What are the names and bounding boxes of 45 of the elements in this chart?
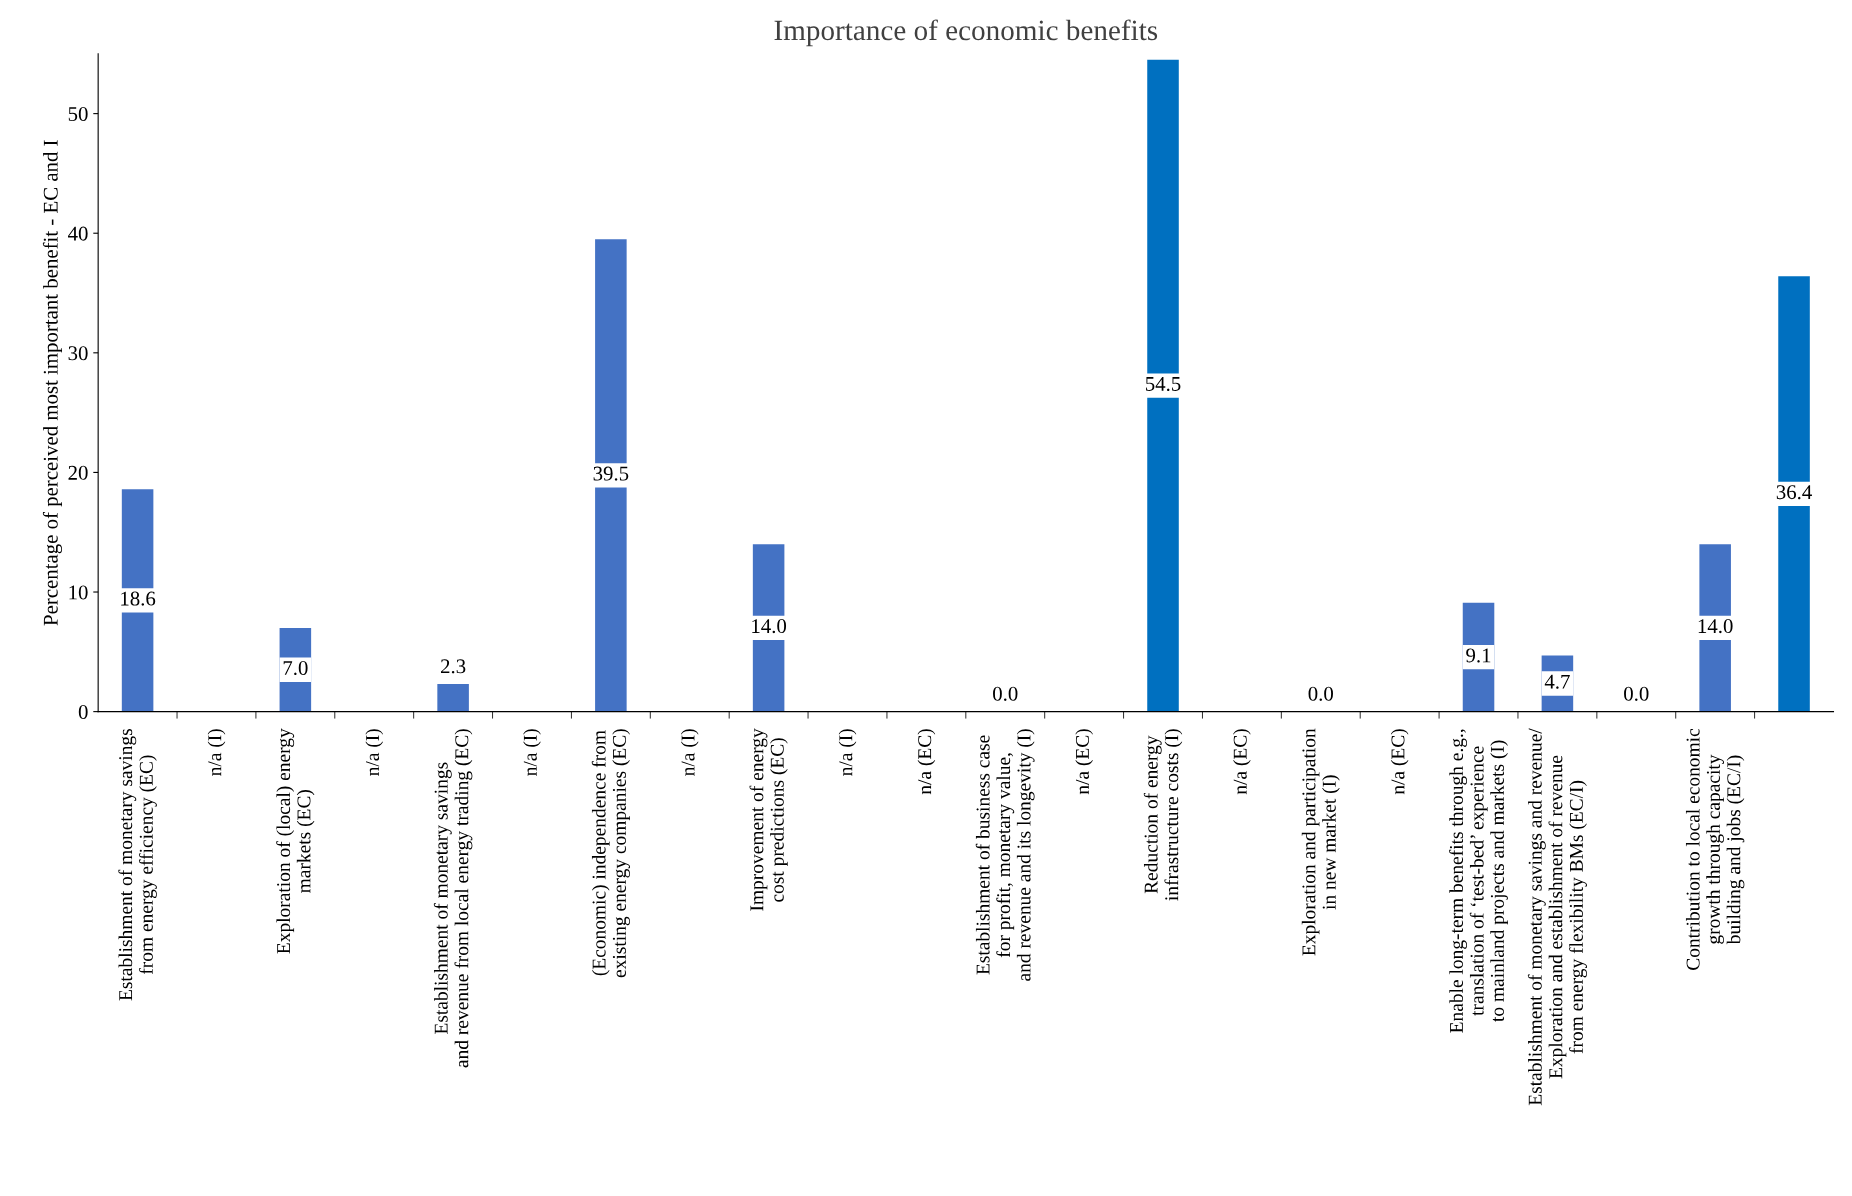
data-label: 7.0 (283, 660, 308, 676)
bar (437, 684, 469, 712)
x-tick-label: n/a (I) (838, 729, 857, 776)
data-label: 9.1 (1466, 648, 1491, 663)
y-tick-label: 50 (68, 106, 88, 122)
x-tick-label: Exploration and participation in new market (I) (1301, 728, 1340, 956)
x-tick-label: n/a (I) (365, 729, 384, 776)
x-tick-label: Reduction of energy infrastructure costs (I) (1143, 729, 1183, 901)
y-tick-label: 20 (68, 465, 88, 480)
chart-title: Importance of economic benefits (774, 19, 1158, 47)
y-axis-title: Percentage of perceived most important benefit - EC and I (42, 140, 63, 626)
data-label: 0.0 (1308, 686, 1333, 701)
y-tick-label: 40 (68, 226, 88, 241)
data-label: 14.0 (752, 619, 787, 634)
x-tick-label: n/a (EC) (1390, 729, 1409, 795)
data-label: 14.0 (1698, 619, 1733, 634)
bar (595, 239, 627, 712)
y-tick-label: 30 (68, 346, 88, 361)
x-tick-label: Establishment of monetary savings from energy efficiency (EC) (118, 728, 157, 1001)
y-tick-label: 10 (69, 585, 88, 600)
x-tick-label: (Economic) independence from existing energy companies (EC) (591, 729, 630, 978)
x-tick-label: n/a (EC) (917, 729, 936, 795)
data-label: 0.0 (1624, 686, 1649, 701)
y-tick-label: 0 (78, 704, 88, 720)
bar (1778, 276, 1810, 712)
data-label: 4.7 (1544, 674, 1570, 689)
x-tick-label: n/a (I) (523, 729, 541, 776)
x-tick-label: Establishment of business case for profit, monetary value, and revenue and its longevity (I) (975, 729, 1035, 981)
data-label: 36.4 (1776, 485, 1812, 500)
x-tick-label: Contribution to local economic growth through capacity building and jobs (EC/I) (1685, 728, 1745, 970)
x-tick-label: Exploration of (local) energy markets (EC) (276, 728, 315, 954)
bar (1147, 59, 1179, 712)
data-label: 18.6 (121, 591, 156, 606)
x-tick-label: Establishment of monetary savings and revenue from local energy trading (EC) (433, 729, 473, 1068)
x-tick-label: n/a (EC) (1075, 729, 1093, 795)
x-tick-label: n/a (I) (680, 729, 699, 776)
x-tick-label: Enable long-term benefits through e.g., translation of ‘test-bed’ experience to mainland projects and markets (I) (1449, 729, 1508, 1033)
data-label: 39.5 (593, 466, 629, 481)
data-label: 2.3 (441, 659, 466, 674)
data-label: 0.0 (993, 686, 1018, 701)
x-tick-label: n/a (EC) (1233, 729, 1251, 795)
x-tick-label: Establishment of monetary savings and revenue/ Exploration and establishment of revenue from energy flexibility BMs (EC/I) (1527, 728, 1587, 1106)
x-tick-label: n/a (I) (207, 729, 226, 776)
data-label: 54.5 (1146, 377, 1181, 392)
x-tick-label: Improvement of energy cost predictions (EC) (749, 728, 788, 911)
